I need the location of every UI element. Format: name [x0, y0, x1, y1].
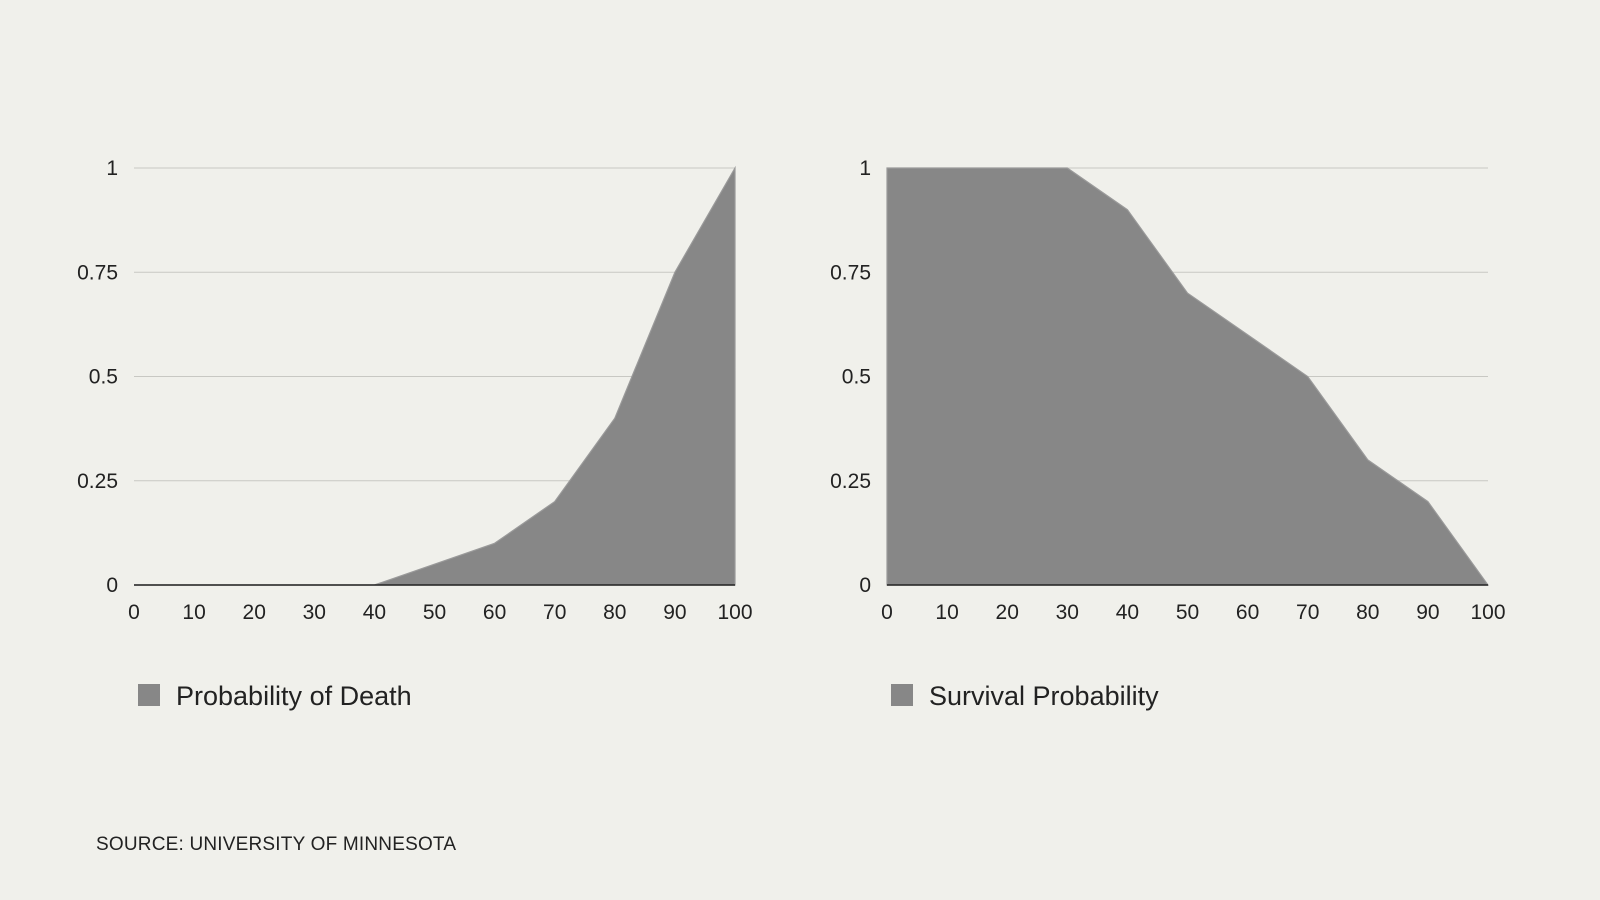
- legend-swatch: [891, 684, 913, 706]
- legend-swatch: [138, 684, 160, 706]
- x-tick-label: 10: [182, 601, 205, 624]
- x-tick-label: 0: [881, 601, 893, 624]
- x-tick-label: 90: [663, 601, 686, 624]
- y-tick-label: 1: [106, 157, 118, 180]
- area-series: [886, 167, 1490, 586]
- x-tick-label: 40: [1116, 601, 1139, 624]
- y-tick-label: 0.75: [830, 261, 871, 284]
- x-tick-label: 30: [303, 601, 326, 624]
- x-tick-label: 70: [1296, 601, 1319, 624]
- x-tick-label: 50: [1176, 601, 1199, 624]
- y-tick-label: 0.5: [842, 366, 871, 389]
- x-tick-label: 70: [543, 601, 566, 624]
- x-tick-label: 50: [423, 601, 446, 624]
- x-tick-label: 80: [603, 601, 626, 624]
- source-note: SOURCE: UNIVERSITY OF MINNESOTA: [96, 834, 457, 855]
- x-tick-label: 100: [717, 601, 752, 624]
- x-tick-label: 10: [935, 601, 958, 624]
- legend-label: Survival Probability: [929, 681, 1159, 711]
- y-tick-label: 0.5: [89, 366, 118, 389]
- x-tick-label: 80: [1356, 601, 1379, 624]
- x-tick-label: 60: [483, 601, 506, 624]
- x-tick-label: 0: [128, 601, 140, 624]
- y-tick-label: 1: [859, 157, 871, 180]
- y-tick-label: 0.25: [830, 470, 871, 493]
- x-tick-label: 30: [1056, 601, 1079, 624]
- x-tick-label: 40: [363, 601, 386, 624]
- x-tick-label: 60: [1236, 601, 1259, 624]
- x-tick-label: 90: [1416, 601, 1439, 624]
- x-tick-label: 20: [996, 601, 1019, 624]
- y-tick-label: 0.75: [77, 261, 118, 284]
- y-tick-label: 0.25: [77, 470, 118, 493]
- legend-label: Probability of Death: [176, 681, 412, 711]
- y-tick-label: 0: [106, 574, 118, 597]
- x-tick-label: 100: [1470, 601, 1505, 624]
- x-tick-label: 20: [243, 601, 266, 624]
- y-tick-label: 0: [859, 574, 871, 597]
